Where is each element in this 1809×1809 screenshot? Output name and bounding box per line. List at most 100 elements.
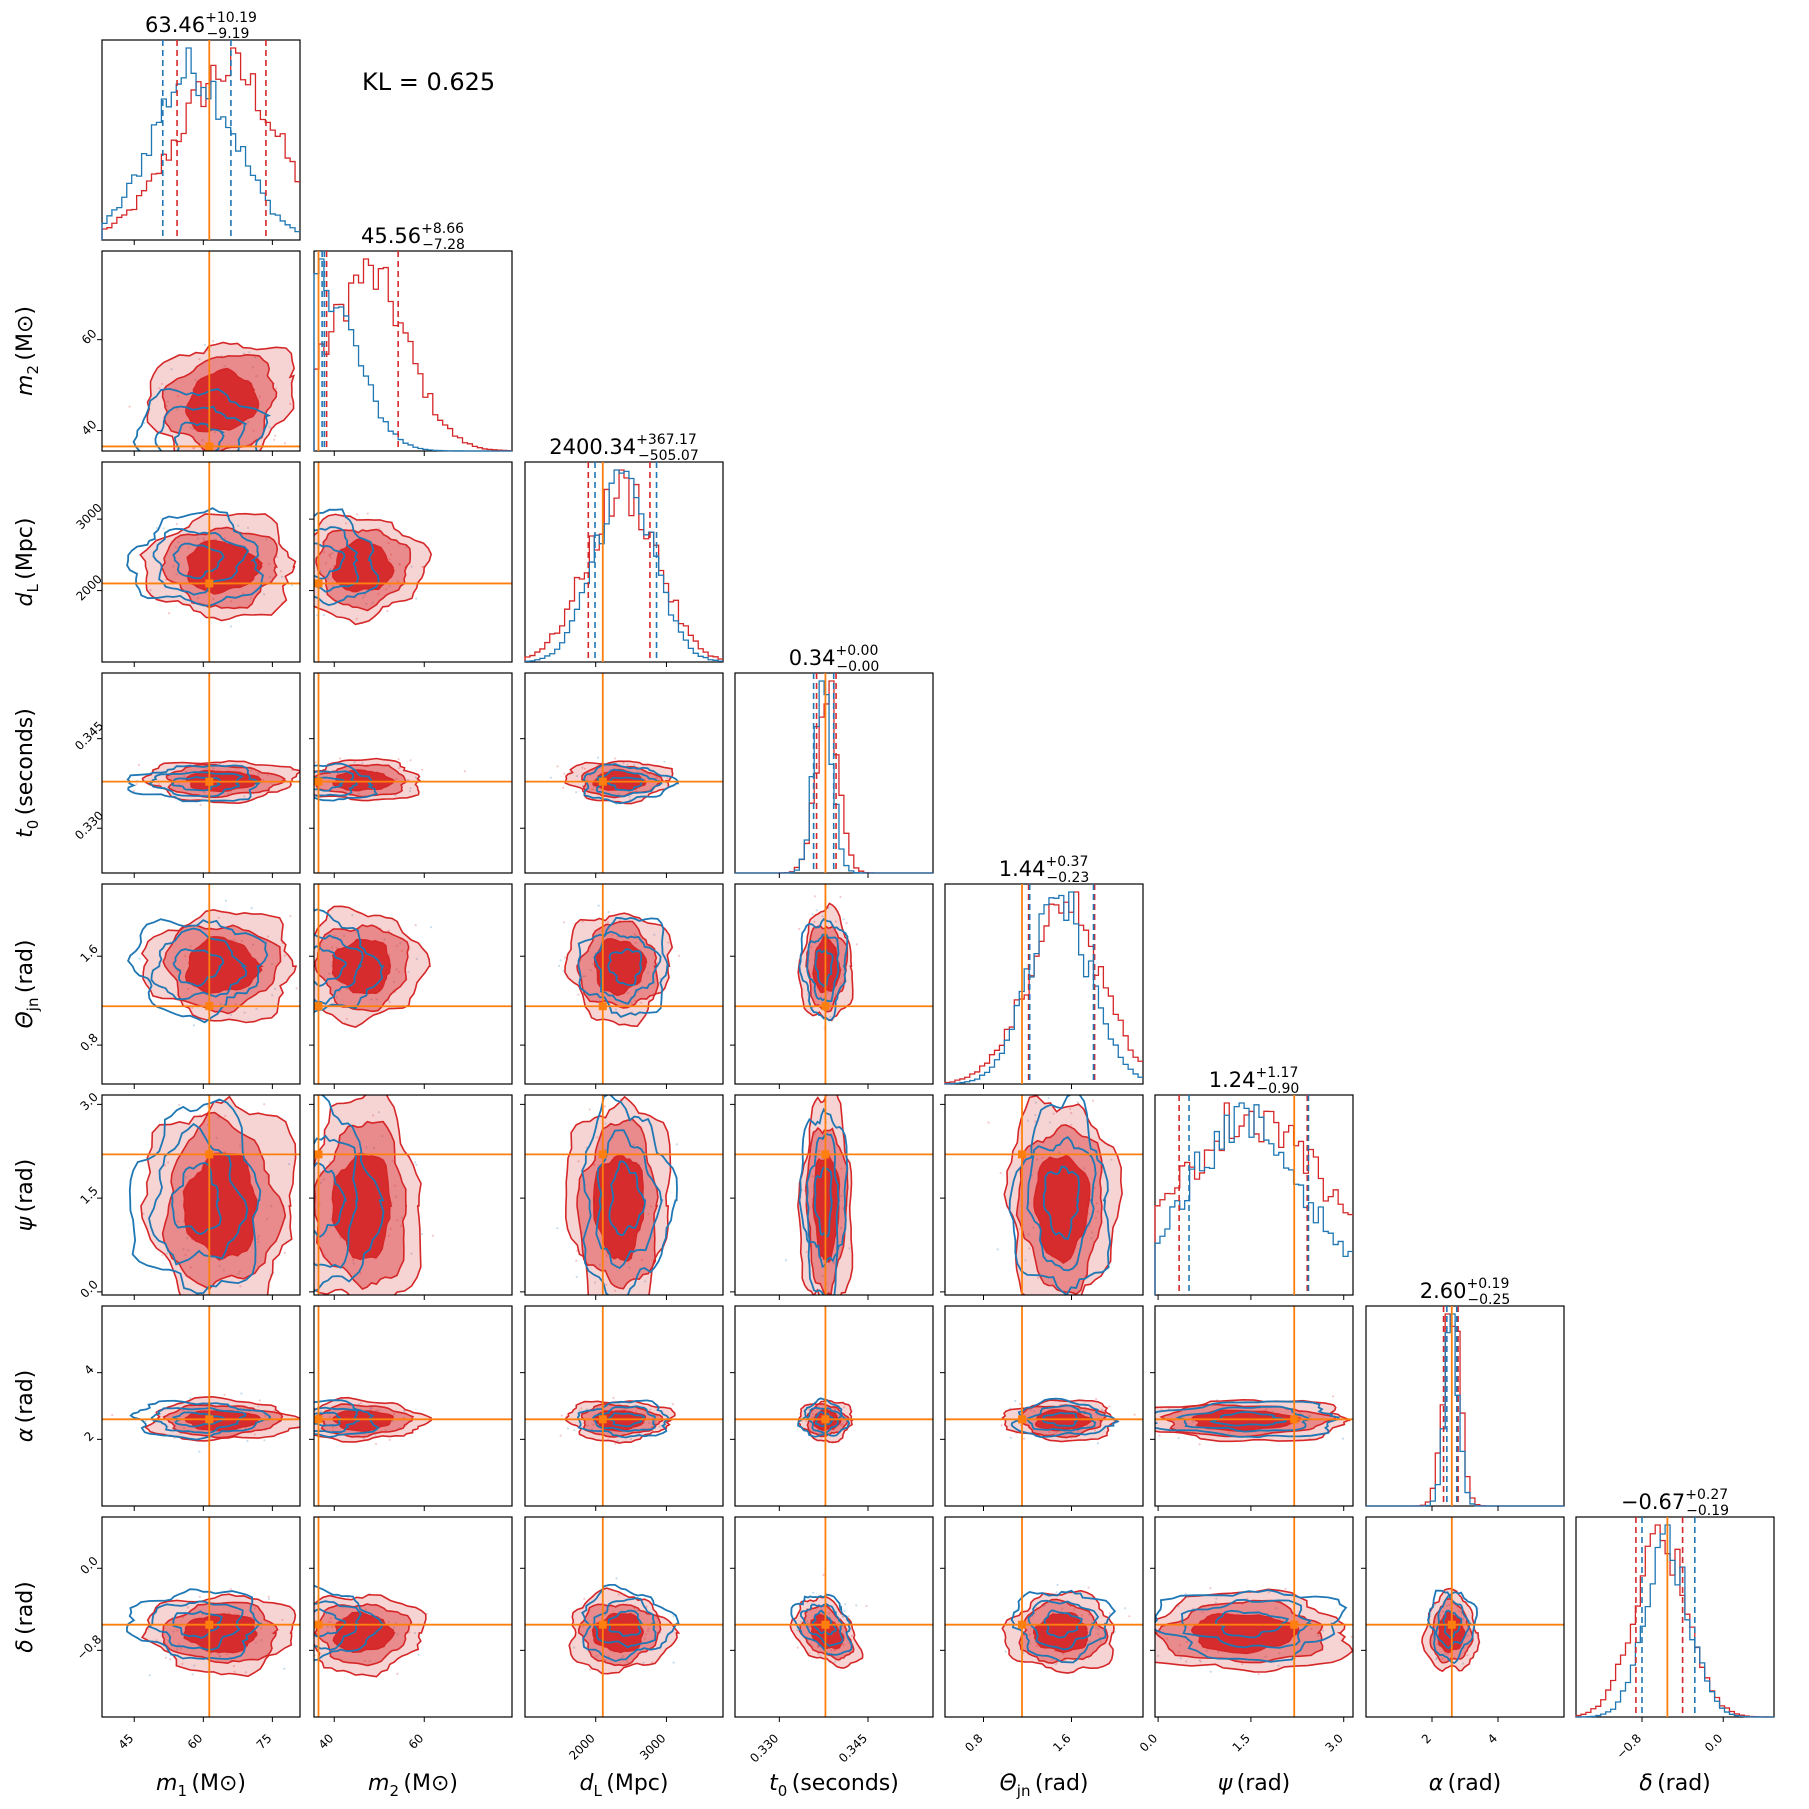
sample-point	[645, 1605, 648, 1608]
sample-point	[1088, 1640, 1091, 1643]
sample-point	[244, 1671, 247, 1674]
sample-point	[244, 1426, 247, 1429]
sample-point	[844, 1603, 847, 1606]
sample-point	[1209, 1587, 1212, 1590]
sample-point	[212, 597, 215, 601]
scatter-panel-psi-alpha	[1154, 1305, 1354, 1507]
panel-frame	[944, 1094, 1144, 1296]
sample-point	[1032, 1226, 1035, 1229]
sample-point	[203, 538, 206, 542]
panel-content	[314, 462, 512, 662]
truth-marker	[1290, 1620, 1299, 1629]
blue-histogram	[944, 891, 1143, 1085]
blue-contour-mid	[150, 927, 248, 1001]
sample-point	[186, 1606, 189, 1609]
sample-point	[372, 1114, 375, 1117]
y-axis-label-dL: dL (Mpc)	[13, 518, 42, 607]
hist-title-psi: 1.24+1.17 −0.90	[1209, 1065, 1300, 1097]
sample-point	[403, 1409, 406, 1413]
y-tick-label: 3000	[73, 501, 104, 532]
sample-point	[305, 1194, 307, 1196]
sample-point	[377, 1111, 380, 1114]
sample-point	[1299, 1411, 1302, 1414]
sample-point	[845, 921, 848, 925]
panel-frame	[524, 1516, 724, 1718]
sample-point	[562, 921, 566, 924]
sample-point	[817, 1645, 820, 1649]
sample-point	[268, 425, 271, 428]
blue-contour-mid	[593, 1597, 657, 1649]
sample-point	[396, 1219, 399, 1222]
sample-point	[840, 1167, 843, 1170]
sample-point	[1284, 1587, 1287, 1591]
scatter-panel-t0-psi	[734, 1094, 934, 1296]
sample-point	[1462, 1617, 1465, 1620]
sample-point	[413, 1161, 417, 1164]
sample-point	[1028, 1247, 1031, 1250]
sample-point	[632, 1143, 635, 1146]
sample-point	[796, 1629, 799, 1632]
sample-point	[137, 763, 140, 767]
sample-point	[805, 1420, 808, 1423]
sample-point	[1434, 1603, 1437, 1606]
sample-point	[306, 1629, 308, 1631]
sample-point	[414, 776, 417, 779]
panel-content	[102, 673, 300, 873]
sample-point	[1341, 1437, 1345, 1440]
blue-contour-mid	[154, 405, 248, 451]
sample-point	[309, 995, 311, 997]
sample-point	[588, 1108, 591, 1111]
sample-point	[1027, 1233, 1030, 1236]
sample-point	[628, 1266, 631, 1269]
truth-marker	[1018, 1415, 1026, 1424]
sample-point	[398, 562, 401, 566]
sample-point	[250, 907, 253, 910]
sample-point	[666, 776, 669, 780]
sample-point	[247, 420, 250, 423]
sample-point	[647, 1212, 650, 1216]
red-contour-1sigma	[1033, 1154, 1091, 1264]
sample-point	[584, 975, 587, 978]
sample-point	[399, 942, 402, 945]
sample-point	[189, 1397, 192, 1400]
sample-point	[556, 765, 559, 768]
sample-point	[812, 1416, 815, 1419]
sample-point	[1184, 1592, 1187, 1595]
panel-frame	[524, 672, 724, 874]
hist-title-m1: 63.46+10.19 −9.19	[145, 10, 257, 42]
sample-point	[128, 405, 131, 408]
sample-point	[624, 1408, 627, 1411]
sample-point	[252, 943, 255, 946]
sample-point	[1157, 1654, 1160, 1657]
sample-point	[798, 927, 801, 931]
x-tick-label: 1.6	[1050, 1731, 1073, 1754]
sample-point	[289, 402, 292, 405]
sample-point	[295, 987, 298, 990]
sample-point	[257, 771, 260, 774]
panel-frame	[944, 1516, 1144, 1718]
hist-panel-t0: 0.34+0.00 −0.00	[734, 643, 934, 874]
sample-point	[1435, 1643, 1438, 1646]
sample-point	[339, 757, 342, 760]
sample-point	[176, 970, 179, 973]
sample-point	[640, 1259, 643, 1262]
sample-point	[575, 791, 578, 794]
sample-point	[201, 438, 204, 442]
sample-point	[307, 1663, 309, 1665]
sample-point	[583, 767, 587, 770]
sample-point	[677, 954, 681, 957]
sample-point	[353, 761, 356, 764]
sample-point	[1165, 1637, 1168, 1640]
sample-point	[1257, 1673, 1260, 1676]
sample-point	[672, 1615, 675, 1618]
sample-point	[617, 1593, 620, 1596]
sample-point	[842, 1643, 845, 1646]
sample-point	[352, 1259, 355, 1262]
sample-point	[224, 1114, 227, 1117]
sample-point	[398, 563, 401, 566]
blue-contour-mid	[314, 526, 360, 593]
sample-point	[172, 1630, 175, 1633]
sample-point	[388, 953, 391, 956]
sample-point	[396, 580, 400, 583]
sample-point	[1185, 1660, 1188, 1663]
